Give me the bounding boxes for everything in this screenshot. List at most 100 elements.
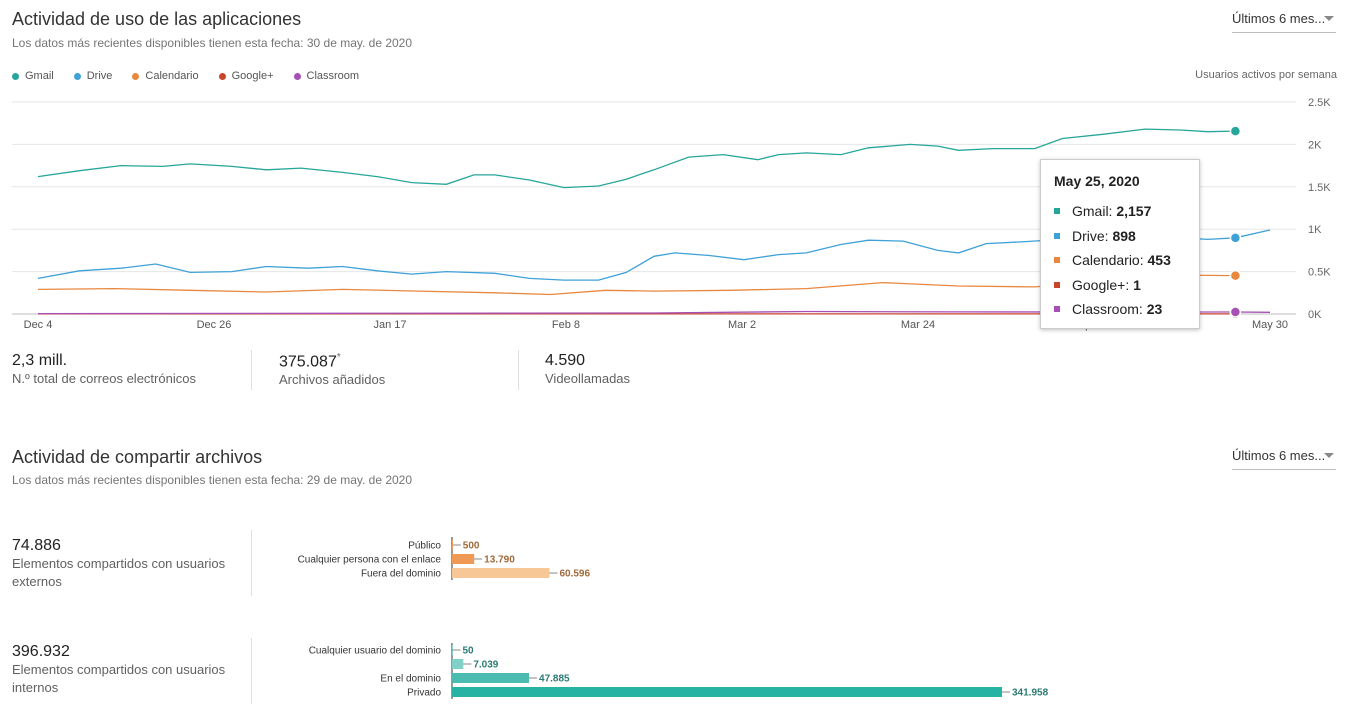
- bar-category-label: Cualquier usuario del dominio: [309, 646, 442, 657]
- x-tick-label: Dec 4: [24, 319, 53, 331]
- stat-label: Elementos compartidos con usuarios exter…: [12, 556, 226, 589]
- tooltip-rows: Gmail: 2,157 Drive: 898 Calendario: 453 Goo…: [1054, 199, 1199, 322]
- tooltip-value: 453: [1147, 252, 1171, 269]
- legend-dot-icon: [132, 72, 140, 80]
- legend-item[interactable]: Google+: [218, 70, 274, 82]
- legend-item[interactable]: Classroom: [293, 70, 360, 82]
- x-tick-label: Mar 2: [728, 319, 756, 331]
- y-tick-label: 2K: [1308, 139, 1322, 151]
- stat-label: Videollamadas: [545, 371, 631, 386]
- bar-category-label: En el dominio: [380, 674, 441, 685]
- stat-label: Elementos compartidos con usuarios inter…: [12, 662, 226, 695]
- usage-range-value: Últimos 6 mes...: [1232, 11, 1326, 26]
- series-square-icon: [1054, 257, 1060, 264]
- series-square-icon: [1054, 306, 1060, 313]
- legend-dot-icon: [293, 72, 301, 80]
- sharing-title: Actividad de compartir archivos: [12, 447, 263, 467]
- usage-range-select[interactable]: Últimos 6 mes...: [1232, 11, 1336, 33]
- stat-label: Archivos añadidos: [279, 372, 386, 388]
- stat-value: 396.932: [12, 643, 70, 660]
- bar: [452, 687, 1002, 697]
- chevron-down-icon: [1324, 16, 1334, 21]
- tooltip-label: Classroom:: [1072, 301, 1147, 318]
- bar-category-label: Fuera del dominio: [361, 569, 441, 580]
- tooltip-value: 1: [1133, 276, 1141, 293]
- legend-item[interactable]: Gmail: [12, 70, 54, 82]
- y-tick-label: 2.5K: [1308, 97, 1331, 109]
- external-share-bar-chart: Público 500 Cualquier persona con el enlac…: [298, 537, 590, 580]
- bar: [452, 568, 550, 578]
- bar-value-label: 47.885: [539, 674, 570, 685]
- stat-videocalls: 4.590 Videollamadas: [545, 352, 775, 388]
- tooltip-value: 898: [1112, 227, 1136, 244]
- series-square-icon: [1054, 281, 1060, 288]
- usage-subtitle: Los datos más recientes disponibles tien…: [12, 36, 413, 50]
- legend-label: Classroom: [306, 70, 360, 82]
- bar-value-label: 7.039: [473, 660, 498, 671]
- bar-value-label: 341.958: [1012, 688, 1049, 699]
- stat-files: 375.087* Archivos añadidos: [279, 352, 509, 389]
- stat-value: 4.590: [545, 352, 586, 369]
- stat-label: N.º total de correos electrónicos: [12, 371, 196, 386]
- bar: [452, 645, 453, 655]
- usage-legend: Gmail Drive Calendario Google+ Classroom: [12, 70, 379, 82]
- tooltip-row: Drive: 898: [1054, 224, 1199, 249]
- tooltip-label: Calendario:: [1072, 252, 1148, 269]
- y-tick-label: 0K: [1308, 309, 1322, 321]
- internal-share-bar-chart: Cualquier usuario del dominio 50 7.039 En e…: [309, 643, 1049, 699]
- legend-dot-icon: [218, 72, 226, 80]
- series-square-icon: [1054, 232, 1060, 239]
- sharing-range-value: Últimos 6 mes...: [1232, 448, 1326, 463]
- legend-label: Gmail: [25, 70, 54, 82]
- tooltip-label: Gmail:: [1072, 203, 1117, 220]
- bar: [452, 540, 453, 550]
- sharing-subtitle: Los datos más recientes disponibles tien…: [12, 473, 413, 487]
- hover-point: [1229, 306, 1242, 318]
- hover-point: [1229, 125, 1242, 137]
- legend-item[interactable]: Drive: [73, 70, 113, 82]
- legend-label: Google+: [231, 70, 274, 82]
- bar: [452, 659, 464, 669]
- hover-point: [1229, 232, 1242, 244]
- bar-category-label: Cualquier persona con el enlace: [298, 555, 442, 566]
- section-divider: [251, 638, 252, 704]
- x-tick-label: Jan 17: [373, 319, 406, 331]
- section-divider: [251, 530, 252, 596]
- bar-value-label: 50: [463, 646, 475, 657]
- stat-divider: [518, 350, 519, 390]
- hover-point: [1229, 269, 1242, 282]
- stat-footnote-mark: *: [336, 352, 341, 363]
- internal-share-stat: 396.932 Elementos compartidos con usuari…: [12, 643, 237, 697]
- tooltip-row: Gmail: 2,157: [1054, 199, 1199, 224]
- tooltip-date: May 25, 2020: [1054, 173, 1140, 189]
- y-axis-title: Usuarios activos por semana: [1195, 69, 1337, 81]
- x-tick-label: Dec 26: [197, 319, 232, 331]
- usage-line-chart: 0K 0.5K 1K 1.5K 2K 2.5K Dec 4 Dec 26 Jan 17 Feb 8…: [12, 97, 1331, 331]
- bar: [452, 673, 530, 683]
- tooltip-row: Calendario: 453: [1054, 248, 1199, 273]
- legend-label: Calendario: [145, 70, 199, 82]
- y-tick-label: 1K: [1308, 224, 1322, 236]
- usage-title: Actividad de uso de las aplicaciones: [12, 9, 302, 29]
- series-line-gmail: [37, 128, 1236, 189]
- legend-dot-icon: [12, 72, 19, 80]
- stat-value: 2,3 mill.: [12, 352, 68, 369]
- stat-value: 375.087: [279, 353, 337, 371]
- x-tick-label: Feb 8: [552, 319, 580, 331]
- stat-divider: [251, 350, 252, 390]
- external-share-stat: 74.886 Elementos compartidos con usuario…: [12, 537, 237, 591]
- bar-category-label: Privado: [407, 688, 441, 699]
- series-square-icon: [1054, 208, 1060, 215]
- legend-item[interactable]: Calendario: [132, 70, 199, 82]
- y-tick-label: 0.5K: [1308, 267, 1331, 279]
- y-tick-label: 1.5K: [1308, 182, 1331, 194]
- legend-dot-icon: [73, 72, 81, 80]
- tooltip-row: Classroom: 23: [1054, 297, 1199, 322]
- tooltip-value: 23: [1146, 301, 1163, 318]
- legend-label: Drive: [86, 70, 113, 82]
- tooltip-value: 2,157: [1116, 203, 1152, 220]
- bar-value-label: 13.790: [484, 555, 515, 566]
- sharing-range-select[interactable]: Últimos 6 mes...: [1232, 448, 1336, 470]
- bar: [452, 554, 475, 564]
- bar-value-label: 60.596: [559, 569, 590, 580]
